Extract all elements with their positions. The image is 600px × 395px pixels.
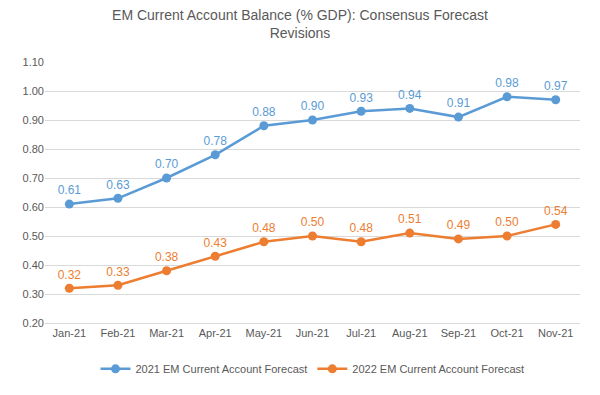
svg-text:0.48: 0.48 [349,221,373,235]
svg-text:0.54: 0.54 [544,204,568,218]
svg-text:0.93: 0.93 [349,91,373,105]
svg-text:0.40: 0.40 [23,259,44,271]
svg-text:Jan-21: Jan-21 [52,327,86,339]
svg-text:1.10: 1.10 [23,56,44,68]
svg-text:0.32: 0.32 [58,268,82,282]
svg-text:0.43: 0.43 [204,236,228,250]
svg-text:0.50: 0.50 [301,215,325,229]
svg-text:0.38: 0.38 [155,250,179,264]
svg-text:0.94: 0.94 [398,88,422,102]
svg-text:0.80: 0.80 [23,143,44,155]
svg-text:0.91: 0.91 [447,96,471,110]
svg-text:0.88: 0.88 [252,105,276,119]
svg-text:0.70: 0.70 [155,157,179,171]
svg-text:2022 EM Current Account Foreca: 2022 EM Current Account Forecast [352,363,524,375]
svg-text:0.50: 0.50 [23,230,44,242]
svg-text:0.97: 0.97 [544,79,568,93]
svg-text:Aug-21: Aug-21 [392,327,427,339]
svg-text:0.63: 0.63 [106,178,130,192]
svg-text:Oct-21: Oct-21 [491,327,524,339]
svg-text:Nov-21: Nov-21 [538,327,573,339]
svg-text:May-21: May-21 [246,327,283,339]
svg-text:0.60: 0.60 [23,201,44,213]
svg-text:Feb-21: Feb-21 [101,327,136,339]
svg-text:0.90: 0.90 [301,99,325,113]
svg-text:0.30: 0.30 [23,288,44,300]
svg-text:0.33: 0.33 [106,265,130,279]
svg-text:0.90: 0.90 [23,114,44,126]
svg-text:0.49: 0.49 [447,218,471,232]
svg-text:0.20: 0.20 [23,317,44,329]
svg-text:2021 EM Current Account Foreca: 2021 EM Current Account Forecast [136,363,308,375]
svg-text:0.51: 0.51 [398,212,422,226]
svg-text:0.70: 0.70 [23,172,44,184]
svg-text:Mar-21: Mar-21 [149,327,184,339]
svg-text:0.78: 0.78 [204,134,228,148]
svg-text:0.98: 0.98 [495,76,519,90]
svg-text:Jul-21: Jul-21 [346,327,376,339]
svg-text:EM Current Account Balance (%: EM Current Account Balance (% GDP): Cons… [112,7,488,41]
svg-text:Jun-21: Jun-21 [296,327,330,339]
svg-text:0.61: 0.61 [58,183,82,197]
svg-text:1.00: 1.00 [23,85,44,97]
svg-text:Sep-21: Sep-21 [441,327,476,339]
svg-text:0.50: 0.50 [495,215,519,229]
svg-text:0.48: 0.48 [252,221,276,235]
svg-text:Apr-21: Apr-21 [199,327,232,339]
